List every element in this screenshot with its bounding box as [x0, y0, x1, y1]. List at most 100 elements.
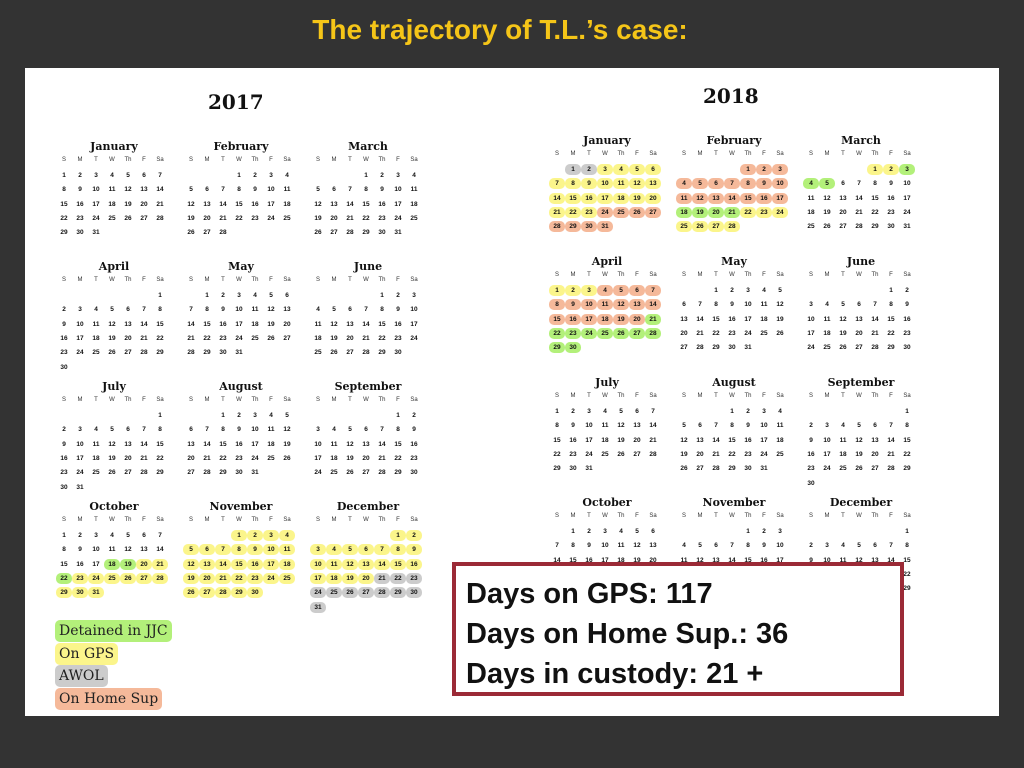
- calendar-day: 8: [873, 180, 877, 188]
- calendar-day: 14: [378, 440, 386, 448]
- calendar-day: 2: [221, 292, 225, 299]
- weekday-label: Th: [124, 157, 132, 163]
- weekday-label: Th: [124, 517, 132, 523]
- calendar-day: 22: [549, 327, 565, 339]
- weekday-label: M: [824, 272, 830, 278]
- calendar-day: 7: [889, 422, 893, 430]
- legend-awol: AWOL: [55, 665, 108, 687]
- calendar-day: 3: [94, 532, 98, 539]
- calendar-day: 9: [581, 178, 597, 190]
- calendar-day: 25: [823, 344, 831, 352]
- calendar-day: 5: [778, 287, 782, 294]
- calendar-day: 24: [88, 572, 104, 584]
- calendar-day: 7: [374, 544, 390, 556]
- calendar-day: 19: [108, 334, 116, 342]
- calendar-day: 11: [601, 422, 609, 430]
- calendar-day: 26: [183, 587, 199, 599]
- calendar-day: 26: [346, 469, 354, 477]
- calendar-day: 18: [326, 572, 342, 584]
- calendar-day: 14: [156, 186, 164, 194]
- calendar-day: 9: [730, 301, 734, 309]
- calendar-day: 19: [776, 315, 784, 323]
- weekday-label: T: [587, 272, 591, 278]
- calendar-day: 12: [124, 186, 132, 194]
- calendar-day: 15: [887, 315, 895, 323]
- calendar-day: 21: [374, 572, 390, 584]
- legend-home-sup: On Home Sup: [55, 688, 163, 710]
- calendar-day: 29: [553, 465, 561, 473]
- calendar-day: 19: [183, 572, 199, 584]
- calendar-day: 4: [269, 412, 273, 419]
- calendar-day: 7: [221, 186, 225, 194]
- calendar-day: 18: [676, 206, 692, 218]
- calendar-day: 19: [108, 454, 116, 462]
- calendar-day: 10: [585, 422, 593, 430]
- month-name: March: [841, 134, 881, 147]
- calendar-day: 5: [635, 528, 639, 535]
- month-name: April: [591, 255, 623, 268]
- calendar-day: 8: [714, 301, 718, 309]
- calendar-day: 2: [809, 422, 813, 430]
- month-name: February: [213, 140, 269, 153]
- calendar-day: 30: [903, 344, 911, 352]
- calendar-day: 31: [903, 223, 911, 231]
- calendar-day: 4: [841, 542, 845, 550]
- calendar-day: 30: [76, 229, 84, 237]
- calendar-day: 10: [772, 178, 788, 190]
- calendar-day: 7: [215, 544, 231, 556]
- calendar-day: 15: [219, 440, 227, 448]
- calendar-day: 21: [140, 334, 148, 342]
- calendar-day: 7: [205, 426, 209, 434]
- calendar-day: 21: [549, 206, 565, 218]
- month-name: December: [829, 496, 893, 509]
- calendar-day: 13: [199, 558, 215, 570]
- weekday-label: W: [363, 157, 369, 163]
- calendar-day: 20: [649, 556, 657, 564]
- calendar-day: 25: [251, 334, 259, 342]
- calendar-day: 29: [549, 342, 565, 354]
- calendar-day: 14: [374, 558, 390, 570]
- calendar-day: 13: [140, 546, 148, 554]
- weekday-label: Sa: [283, 397, 291, 403]
- calendar-day: 28: [887, 465, 895, 473]
- weekday-label: Sa: [410, 157, 418, 163]
- calendar-day: 17: [776, 556, 784, 564]
- calendar-day: 15: [728, 436, 736, 444]
- calendar-day: 7: [549, 178, 565, 190]
- calendar-day: 23: [76, 214, 84, 222]
- calendar-day: 12: [108, 320, 116, 328]
- weekday-label: F: [889, 393, 893, 399]
- calendar-day: 18: [601, 436, 609, 444]
- weekday-label: W: [602, 151, 608, 157]
- calendar-day: 14: [219, 200, 227, 208]
- calendar-day: 3: [396, 172, 400, 179]
- weekday-label: F: [762, 272, 766, 278]
- calendar-day: 30: [887, 223, 895, 231]
- calendar-day: 5: [189, 186, 193, 194]
- calendar-day: 8: [364, 186, 368, 194]
- month-name: May: [228, 260, 254, 273]
- calendar-day: 18: [279, 558, 295, 570]
- calendar-august-2017: August S M T W Th F Sa 1 2 3 4 5 6 7 8 9 10 11 12 13 14 15 16 17…: [182, 380, 300, 490]
- calendar-day: 2: [762, 528, 766, 535]
- calendar-day: 17: [410, 320, 418, 328]
- weekday-label: S: [681, 272, 686, 278]
- weekday-label: F: [762, 151, 766, 157]
- calendar-day: 20: [358, 572, 374, 584]
- calendar-day: 13: [140, 186, 148, 194]
- calendar-day: 13: [855, 315, 863, 323]
- stats-box: Days on GPS: 117 Days on Home Sup.: 36 D…: [452, 562, 904, 696]
- calendar-day: 12: [855, 556, 863, 564]
- calendar-september-2017: September S M T W Th F Sa 1 2 3 4 5 6 7 8 9 10 11 12 13 14 15 1…: [309, 380, 427, 490]
- calendar-day: 25: [597, 327, 613, 339]
- calendar-day: 15: [394, 440, 402, 448]
- calendar-day: 25: [807, 223, 815, 231]
- calendar-day: 7: [645, 285, 661, 296]
- weekday-header: S M T W Th F Sa: [675, 513, 793, 523]
- calendar-day: 26: [267, 334, 275, 342]
- weekday-label: M: [570, 393, 576, 399]
- calendar-day: 1: [549, 285, 565, 296]
- calendar-day: 28: [215, 587, 231, 599]
- calendar-day: 29: [871, 223, 879, 231]
- calendar-day: 24: [263, 572, 279, 584]
